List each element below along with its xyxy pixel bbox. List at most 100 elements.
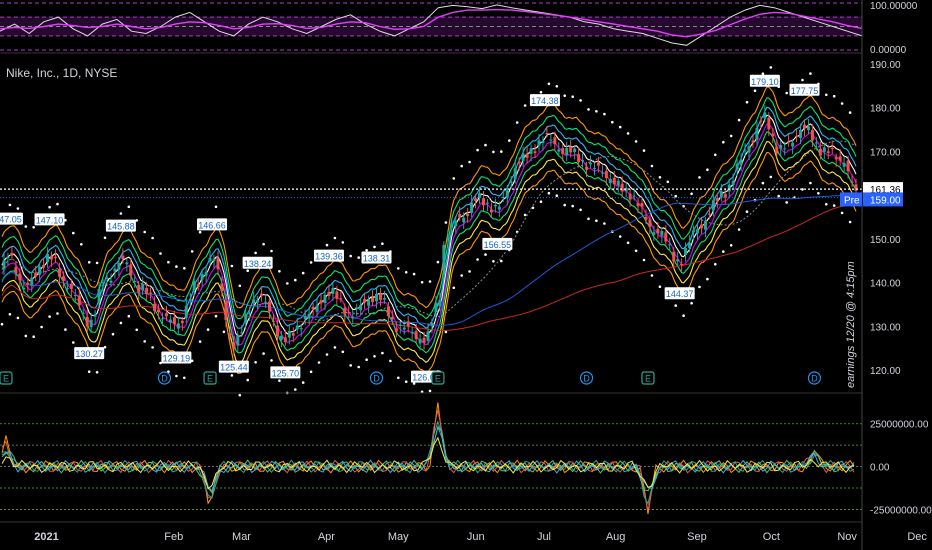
band-dot	[246, 269, 249, 273]
candle-body	[295, 325, 299, 330]
axes-layer: 100.000000.00000190.00180.00170.00160.00…	[34, 0, 932, 550]
envelope-band-4	[1, 131, 857, 354]
candle-body	[42, 265, 46, 268]
candle-body	[77, 295, 81, 306]
candle-body	[775, 146, 779, 154]
candle-body	[620, 183, 624, 192]
band-dot	[24, 334, 28, 338]
band-dot	[769, 66, 773, 69]
candle-body	[660, 230, 664, 236]
candle-body	[319, 300, 323, 304]
band-dot	[563, 94, 566, 97]
band-dot	[48, 315, 51, 318]
x-tick-label: Jul	[537, 531, 551, 543]
band-dot	[56, 202, 59, 206]
candle-body	[85, 316, 89, 327]
band-dot	[64, 328, 67, 331]
candle-body	[850, 181, 854, 183]
candle-body	[279, 335, 283, 340]
candle-body	[537, 140, 541, 146]
band-dot	[539, 200, 543, 203]
band-dot	[761, 181, 765, 185]
band-dot	[611, 120, 614, 124]
x-tick-label: 2021	[34, 531, 58, 543]
candle-body	[371, 297, 375, 303]
candle-body	[339, 298, 343, 300]
peak-label-box	[529, 94, 560, 107]
oscillator-band	[0, 17, 862, 36]
band-dot	[555, 85, 559, 88]
band-dot	[420, 281, 424, 284]
band-dot	[16, 207, 20, 210]
band-dot	[515, 121, 519, 124]
band-dot	[222, 330, 226, 334]
candle-body	[474, 198, 478, 201]
candle-body	[347, 312, 351, 314]
candle-body	[343, 307, 347, 315]
band-dot	[642, 149, 646, 152]
band-dot	[270, 359, 273, 362]
band-dot	[444, 221, 448, 224]
peak-label-box	[105, 219, 136, 232]
candle-body	[680, 264, 684, 266]
band-dot	[484, 143, 487, 147]
candle-body	[783, 148, 787, 150]
envelope-band-5	[1, 123, 857, 346]
x-tick-label: Apr	[318, 531, 335, 543]
event-marker	[579, 371, 594, 385]
candle-body	[727, 184, 731, 192]
candle-body	[466, 213, 470, 217]
candle-body	[34, 273, 38, 277]
band-dot	[626, 241, 630, 245]
candle-body	[54, 256, 57, 258]
candles	[2, 104, 858, 356]
candle-body	[703, 220, 707, 230]
band-dot	[95, 371, 99, 374]
band-dot	[595, 110, 598, 113]
candle-body	[509, 181, 513, 183]
candle-body	[553, 137, 557, 145]
event-label: E	[3, 374, 9, 384]
peak-label-text: 146.66	[198, 220, 226, 230]
band-dot	[571, 204, 574, 208]
volume-series-1	[1, 402, 855, 515]
candle-body	[89, 319, 93, 328]
candle-body	[240, 332, 244, 334]
band-dot	[333, 346, 337, 349]
candle-body	[731, 180, 735, 185]
band-dot	[468, 270, 471, 273]
candle-body	[517, 161, 521, 164]
band-dot	[190, 359, 194, 363]
envelope-band-8	[1, 97, 857, 320]
envelope-band-3	[1, 141, 857, 363]
candle-body	[137, 284, 141, 293]
peak-label-box	[242, 256, 273, 269]
band-dot	[230, 374, 234, 377]
candle-body	[161, 318, 164, 320]
band-dot	[840, 211, 844, 215]
candle-body	[830, 147, 834, 149]
volume-series-2	[1, 409, 855, 511]
candle-body	[315, 305, 319, 312]
band-dot	[111, 332, 115, 336]
event-label: E	[207, 374, 213, 384]
candle-body	[220, 283, 224, 292]
peak-label-text: 147.05	[0, 215, 22, 225]
band-dot	[381, 351, 384, 355]
band-dot	[547, 191, 551, 195]
candle-body	[545, 133, 549, 135]
candle-body	[767, 117, 771, 130]
candle-body	[826, 151, 830, 153]
pre-tag	[840, 192, 862, 207]
band-dot	[190, 250, 194, 253]
band-dot	[309, 261, 313, 264]
band-dot	[587, 217, 590, 221]
peak-label-box	[749, 74, 780, 87]
candle-body	[636, 202, 640, 207]
candle-body	[442, 244, 446, 271]
candle-body	[581, 160, 585, 162]
band-dot	[294, 388, 297, 391]
peak-label-box	[664, 287, 695, 300]
band-dot	[72, 341, 75, 344]
